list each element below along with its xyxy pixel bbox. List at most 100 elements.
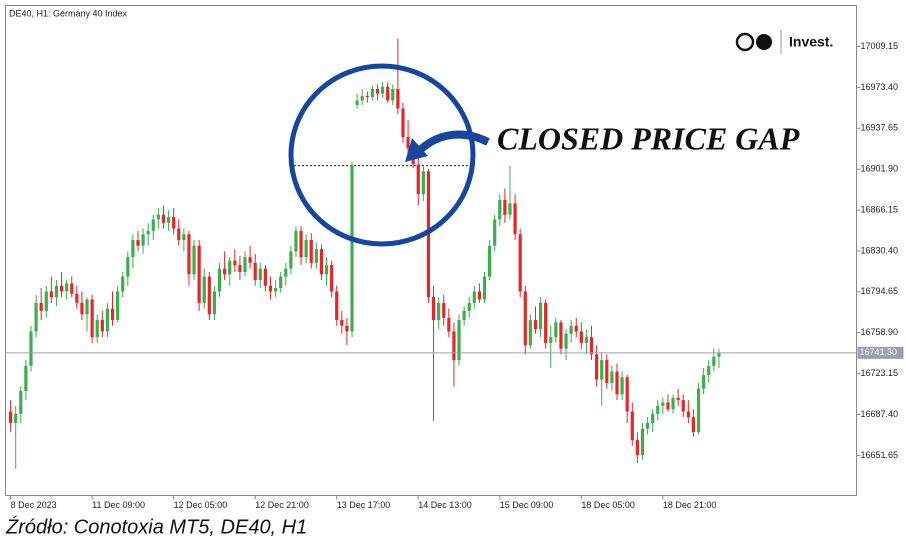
candle-body [355,100,359,106]
candle-body [391,88,395,101]
y-tick-label: 16866.15 [861,204,899,214]
candle-body [44,291,48,311]
candle-body [233,260,237,266]
candle-body [350,165,354,332]
candle-body [284,268,288,277]
candle-body [564,333,568,349]
candle-body [263,268,267,286]
y-tick-label: 16723.15 [861,368,899,378]
candle-body [416,164,420,195]
candle-body [19,390,23,414]
x-tick-label: 13 Dec 17:00 [337,500,391,510]
candle-body [482,276,487,300]
candle-body [116,291,120,321]
candle-body [702,374,706,389]
y-tick-label: 16794.65 [861,286,899,296]
candle-body [146,230,150,235]
source: Źródło: Conotoxia MT5, DE40, H1 [5,515,307,538]
candle-body [630,411,634,441]
candle-body [686,411,690,418]
x-tick-label: 15 Dec 09:00 [500,500,554,510]
x-tick-label: 11 Dec 09:00 [92,500,145,510]
x-tick-label: 8 Dec 2023 [11,500,57,510]
candle-body [447,317,451,332]
candle-body [54,285,59,298]
candle-body [65,283,69,292]
candle-body [345,325,349,332]
candle-body [319,249,324,275]
candle-body [335,291,339,321]
candle-body [503,199,507,215]
candle-body [518,234,522,292]
candle-body [95,320,99,338]
candle-body [467,302,471,311]
candle-body [600,360,604,380]
candle-body [248,257,252,263]
candle-body [258,268,262,281]
candle-body [523,291,527,346]
candle-body [279,276,283,289]
candle-body [131,239,135,258]
candle-body [121,276,125,292]
candle-body [477,291,482,300]
candle-body [304,239,308,258]
y-tick-label: 17009.15 [861,41,899,51]
candle-body [442,302,446,318]
candle-body [166,217,171,223]
candle-body [569,325,573,334]
candle-body [70,283,74,294]
candle-body [401,108,405,138]
candle-body [533,320,538,330]
candle-body [656,405,660,414]
arrow [415,130,490,155]
candle-body [589,337,594,355]
candle-body [105,308,110,332]
candle-body [223,268,227,275]
candle-body [238,265,242,273]
candle-body [14,413,18,423]
last-price-label: 16741.30 [860,347,898,357]
candle-body [217,268,222,292]
candle-body [493,219,497,246]
candle-body [299,230,303,258]
logo-disc [756,34,772,50]
candle-body [324,265,329,275]
candle-body [498,199,502,220]
annotation: CLOSED PRICE GAP [497,120,800,156]
candle-body [177,228,181,240]
y-tick-label: 16830.40 [861,245,899,255]
candle-body [610,371,614,383]
candle-body [330,265,334,292]
candle-body [605,360,609,383]
candle-body [462,310,466,321]
candle-body [136,239,140,246]
candle-body [645,422,650,429]
logo-ring [735,32,755,52]
candle-body [34,302,38,332]
plot [8,38,721,469]
candle-body [253,262,257,281]
candle-body [141,234,145,246]
candle-body [386,86,390,101]
y-tick-label: 16937.65 [861,123,899,133]
x-tick-label: 12 Dec 21:00 [255,500,309,510]
candle-body [375,88,380,94]
candle-body [472,291,476,303]
candle-body [8,411,13,423]
candle-body [370,88,374,98]
candle-body [289,251,293,269]
candle-body [406,137,410,149]
candle-body [437,302,441,321]
x-tick-label: 12 Dec 05:00 [174,500,228,510]
candle-body [75,293,79,303]
candle-body [620,377,624,395]
candle-body [554,322,558,338]
candle-body [243,257,247,273]
candle-body [212,291,217,315]
candle-body [80,302,84,315]
candle-body [457,320,461,361]
x-tick-label: 18 Dec 05:00 [581,500,635,510]
candle-body [671,397,675,410]
candle-body [651,413,655,423]
